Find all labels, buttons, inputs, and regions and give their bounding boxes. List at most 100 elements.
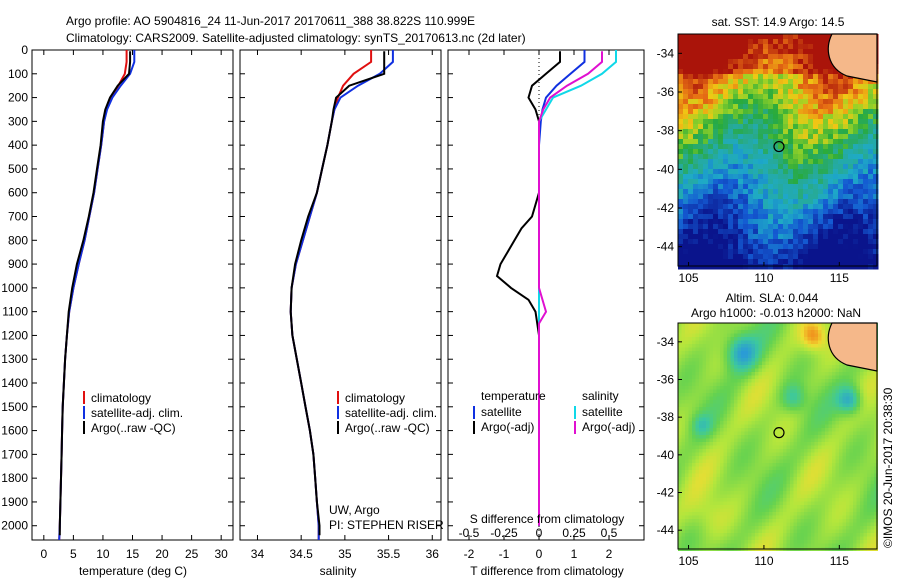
- sla-cell: [783, 491, 787, 495]
- sla-cell: [713, 417, 717, 422]
- sst-cell: [773, 54, 779, 60]
- sla-cell: [748, 358, 752, 362]
- sst-cell: [783, 109, 789, 115]
- sla-cell: [772, 372, 777, 376]
- sla-cell: [804, 351, 808, 355]
- sla-cell: [727, 389, 731, 394]
- sst-cell: [833, 149, 839, 155]
- sst-cell: [823, 49, 829, 55]
- sla-cell: [720, 337, 724, 341]
- sla-cell: [797, 375, 801, 380]
- sla-cell: [730, 477, 735, 481]
- sst-cell: [733, 59, 739, 65]
- sla-cell: [741, 337, 745, 341]
- sla-cell: [807, 470, 812, 474]
- sla-cell: [846, 435, 850, 439]
- sla-cell: [709, 494, 714, 499]
- sst-cell: [803, 69, 809, 75]
- sla-cell: [699, 449, 703, 453]
- sst-cell: [858, 84, 864, 90]
- sst-lat-label: -42: [657, 201, 675, 215]
- sla-cell: [870, 456, 875, 460]
- sla-cell: [699, 340, 703, 345]
- sla-cell: [734, 466, 738, 471]
- sla-cell: [856, 372, 861, 376]
- sla-cell: [811, 442, 815, 446]
- sst-cell: [753, 234, 759, 240]
- sla-cell: [751, 494, 756, 499]
- sla-cell: [874, 456, 878, 460]
- sla-cell: [688, 438, 693, 443]
- sst-cell: [718, 259, 724, 265]
- sla-cell: [695, 337, 700, 341]
- sst-cell: [728, 164, 734, 170]
- sst-cell: [788, 144, 794, 150]
- sst-cell: [688, 74, 694, 80]
- sla-cell: [744, 484, 749, 488]
- sst-cell: [683, 229, 689, 235]
- sla-cell: [720, 403, 724, 408]
- sla-cell: [783, 368, 787, 373]
- sst-cell: [838, 74, 844, 80]
- sst-cell: [708, 44, 714, 50]
- sla-cell: [839, 449, 843, 453]
- sst-cell: [728, 194, 734, 200]
- sla-cell: [688, 428, 693, 432]
- sst-cell: [688, 179, 694, 185]
- sla-cell: [811, 421, 815, 425]
- sla-cell: [713, 459, 717, 464]
- sla-cell: [751, 480, 756, 485]
- sst-cell: [768, 104, 774, 110]
- diff-legend-temp-head: temperature: [481, 389, 546, 403]
- sla-cell: [748, 347, 752, 352]
- sla-cell: [695, 473, 700, 478]
- sla-cell: [779, 354, 784, 359]
- sst-cell: [723, 164, 729, 170]
- sla-cell: [723, 337, 728, 341]
- sla-cell: [835, 484, 840, 488]
- sst-cell: [803, 39, 809, 45]
- sla-cell: [737, 361, 742, 366]
- sst-cell: [803, 199, 809, 205]
- sst-cell: [838, 169, 844, 175]
- sst-cell: [788, 214, 794, 220]
- sla-cell: [797, 421, 801, 425]
- sst-cell: [783, 79, 789, 85]
- sst-cell: [873, 144, 879, 150]
- sst-cell: [853, 259, 859, 265]
- sla-cell: [723, 396, 728, 401]
- sla-cell: [870, 470, 875, 474]
- sla-cell: [825, 354, 829, 359]
- sla-cell: [779, 340, 784, 345]
- sla-cell: [860, 410, 864, 415]
- sla-cell: [790, 487, 794, 492]
- sst-cell: [818, 149, 824, 155]
- sla-cell: [688, 431, 693, 436]
- sst-cell: [763, 184, 769, 190]
- sst-cell: [693, 109, 699, 115]
- sst-cell: [683, 99, 689, 105]
- sla-cell: [744, 372, 749, 376]
- sla-cell: [814, 470, 819, 474]
- sla-cell: [765, 487, 770, 492]
- sla-cell: [748, 438, 752, 443]
- sla-cell: [699, 407, 703, 411]
- sla-cell: [874, 382, 878, 387]
- sla-cell: [793, 361, 798, 366]
- sla-cell: [800, 424, 805, 429]
- sla-cell: [807, 386, 812, 390]
- sst-cell: [743, 89, 749, 95]
- sla-cell: [839, 410, 843, 415]
- sla-cell: [751, 484, 756, 488]
- sst-cell: [773, 89, 779, 95]
- sla-cell: [723, 351, 728, 355]
- sst-cell: [733, 184, 739, 190]
- sla-cell: [755, 484, 759, 488]
- sla-cell: [814, 400, 819, 404]
- sla-cell: [723, 466, 728, 471]
- sst-cell: [768, 244, 774, 250]
- sst-cell: [778, 249, 784, 255]
- sla-cell: [849, 480, 854, 485]
- sla-cell: [797, 389, 801, 394]
- sst-cell: [848, 154, 854, 160]
